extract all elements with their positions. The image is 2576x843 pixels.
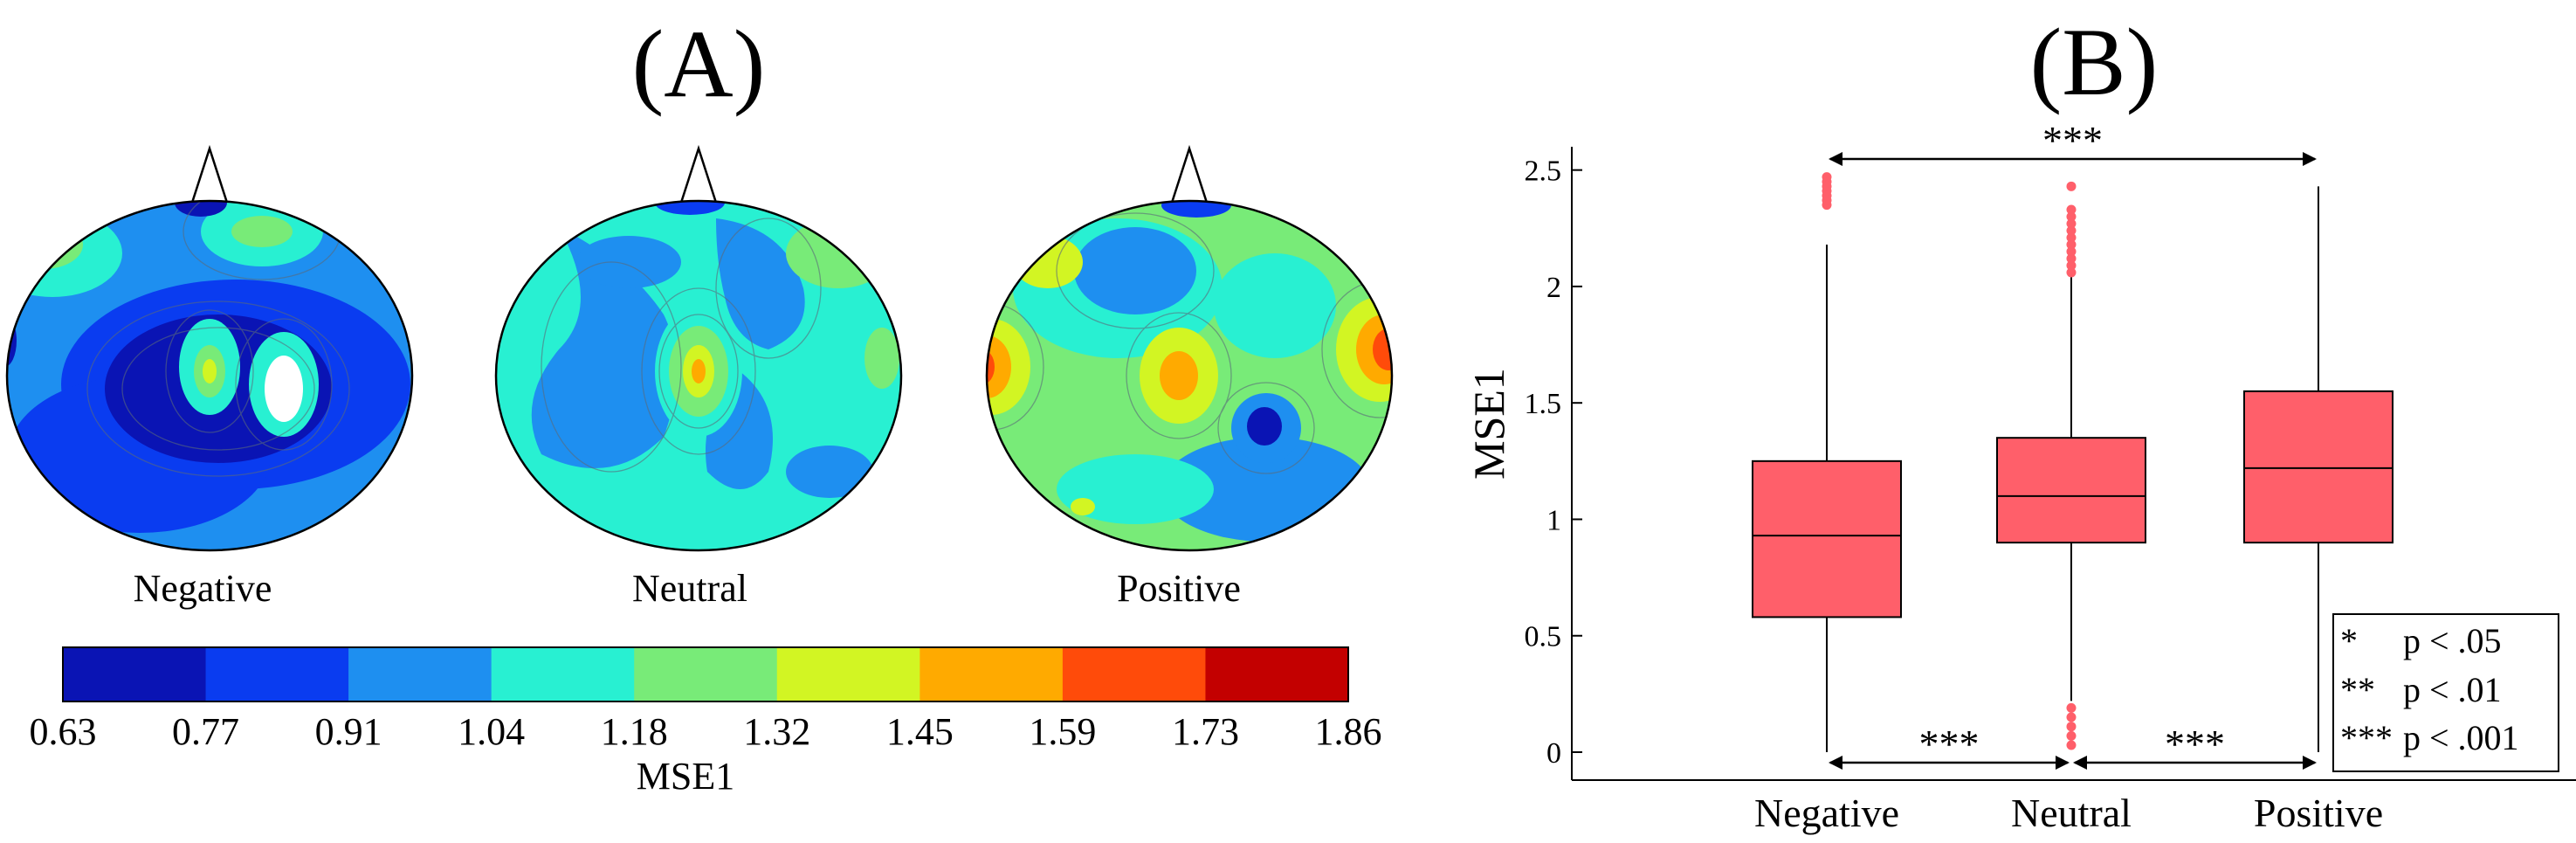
nose-marker — [679, 144, 718, 204]
outlier-point — [2066, 260, 2077, 271]
topomap-positive: Positive — [985, 144, 1394, 610]
box-iqr — [1996, 437, 2146, 544]
y-axis-ticks: 0 0.5 1 1.5 2 2.5 — [1525, 155, 1582, 770]
colorbar-tick-label: 1.32 — [743, 710, 810, 753]
colorbar-segment — [205, 647, 349, 701]
box-iqr — [1752, 460, 1902, 618]
outlier-point — [2066, 181, 2077, 191]
colorbar-tick-label: 1.86 — [1315, 710, 1382, 753]
colorbar-tick-label: 1.45 — [886, 710, 954, 753]
colorbar-ticks: 0.63 0.77 0.91 1.04 1.18 1.32 1.45 1.59 1.73 1.86 — [30, 710, 1382, 753]
colorbar-label: MSE1 — [637, 755, 734, 798]
y-axis-label: MSE1 — [1464, 368, 1513, 480]
colorbar-tick-label: 0.63 — [30, 710, 97, 753]
outlier-point — [2066, 204, 2077, 215]
bracket-arrowhead — [1829, 152, 1842, 166]
boxes — [1752, 172, 2393, 753]
colorbar-tick-label: 1.18 — [601, 710, 668, 753]
legend-text: p < .05 — [2403, 621, 2502, 660]
legend-symbol: *** — [2340, 718, 2393, 757]
significance-label: *** — [1919, 722, 1980, 766]
box-positive — [2243, 186, 2393, 753]
topomap-label-neutral: Neutral — [632, 567, 747, 610]
box-neutral — [1996, 181, 2146, 750]
legend-text: p < .001 — [2403, 718, 2519, 757]
colorbar-tick-label: 0.77 — [172, 710, 239, 753]
bracket-arrowhead — [1829, 756, 1842, 770]
outlier-point — [2066, 712, 2077, 722]
outlier-point — [1822, 172, 1832, 183]
legend-text: p < .01 — [2403, 670, 2502, 709]
y-tick-label: 2 — [1546, 272, 1561, 304]
colorbar: 0.63 0.77 0.91 1.04 1.18 1.32 1.45 1.59 1.73 1.86… — [30, 646, 1382, 798]
box-negative — [1752, 172, 1902, 753]
colorbar-segment — [348, 647, 492, 701]
colorbar-segment — [634, 647, 778, 701]
colorbar-segment — [491, 647, 635, 701]
colorbar-tick-label: 1.04 — [458, 710, 525, 753]
legend-symbol: * — [2340, 621, 2358, 660]
bracket-arrowhead — [2073, 756, 2087, 770]
outlier-point — [2066, 246, 2077, 257]
colorbar-segments — [63, 647, 1349, 701]
topomap-label-negative: Negative — [134, 567, 272, 610]
x-tick-label: Positive — [2254, 791, 2383, 835]
outlier-point — [2066, 211, 2077, 222]
topomap-negative: Negative — [5, 144, 414, 610]
outlier-point — [2066, 267, 2077, 278]
colorbar-segment — [1062, 647, 1206, 701]
bracket-arrowhead — [2303, 152, 2317, 166]
bracket-arrowhead — [2056, 756, 2070, 770]
outlier-point — [2066, 253, 2077, 264]
legend-box — [2332, 613, 2559, 772]
outlier-point — [2066, 225, 2077, 236]
colorbar-tick-label: 1.59 — [1029, 710, 1096, 753]
significance-label: *** — [2165, 722, 2225, 766]
nose-marker — [1170, 144, 1209, 204]
outlier-point — [2066, 740, 2077, 750]
legend-symbol: ** — [2340, 670, 2375, 709]
boxplot-chart: 0 0.5 1 1.5 2 2.5 MSE1 Negative Neutral Positiv… — [1464, 118, 2576, 835]
outlier-point — [2066, 702, 2077, 713]
y-tick-label: 2.5 — [1525, 155, 1562, 188]
bracket-arrowhead — [2303, 756, 2317, 770]
colorbar-tick-label: 0.91 — [315, 710, 382, 753]
x-tick-label: Neutral — [2011, 791, 2132, 835]
outlier-point — [2066, 232, 2077, 243]
outlier-point — [2066, 730, 2077, 741]
y-tick-label: 1 — [1546, 504, 1561, 536]
topomap-neutral: Neutral — [494, 144, 903, 610]
panel-b-label: (B) — [2030, 9, 2159, 115]
colorbar-segment — [63, 647, 207, 701]
panel-a-label: (A) — [632, 10, 766, 117]
colorbar-segment — [1205, 647, 1349, 701]
x-axis-tick-labels: Negative Neutral Positive — [1754, 791, 2383, 835]
colorbar-segment — [920, 647, 1064, 701]
significance-bracket: *** — [1829, 722, 2070, 770]
colorbar-segment — [776, 647, 920, 701]
topomap-label-positive: Positive — [1117, 567, 1241, 610]
significance-bracket: *** — [1829, 118, 2317, 166]
significance-bracket: *** — [2073, 722, 2317, 770]
box-iqr — [2243, 390, 2393, 544]
significance-label: *** — [2042, 118, 2103, 162]
colorbar-tick-label: 1.73 — [1172, 710, 1239, 753]
outlier-point — [2066, 722, 2077, 732]
significance-brackets: *** *** *** — [1829, 118, 2317, 770]
y-tick-label: 0 — [1546, 737, 1561, 770]
x-tick-label: Negative — [1754, 791, 1899, 835]
legend: * p < .05 ** p < .01 *** p < .001 — [2332, 613, 2559, 772]
nose-marker — [190, 144, 229, 204]
outlier-point — [2066, 218, 2077, 229]
outlier-point — [2066, 239, 2077, 250]
y-tick-label: 0.5 — [1525, 621, 1562, 653]
y-tick-label: 1.5 — [1525, 388, 1562, 420]
